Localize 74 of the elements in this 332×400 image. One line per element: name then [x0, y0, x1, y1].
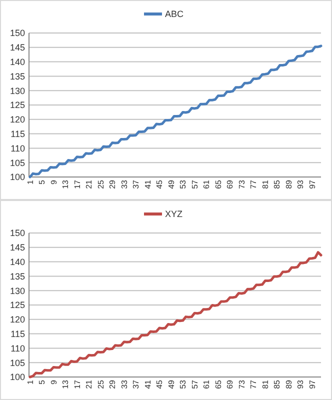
x-tick-label: 89 — [284, 379, 294, 389]
x-tick-label: 53 — [178, 179, 188, 189]
x-tick-label: 85 — [272, 379, 282, 389]
x-tick-label: 69 — [226, 379, 235, 389]
x-tick-label: 5 — [38, 379, 47, 384]
x-tick-label: 33 — [120, 379, 129, 389]
x-tick-label: 13 — [61, 379, 70, 389]
x-tick-label: 29 — [108, 179, 118, 189]
y-tick-label: 125 — [10, 100, 25, 110]
x-tick-label: 21 — [84, 179, 94, 189]
x-tick-label: 97 — [308, 179, 317, 189]
x-tick-label: 73 — [237, 379, 246, 389]
x-tick-label: 37 — [132, 379, 141, 389]
x-tick-label: 29 — [108, 379, 118, 389]
x-tick-label: 93 — [296, 179, 306, 189]
y-tick-label: 145 — [10, 242, 25, 253]
x-tick-label: 49 — [166, 379, 176, 389]
x-tick-label: 41 — [143, 179, 152, 189]
y-tick-label: 120 — [10, 314, 25, 325]
y-tick-label: 150 — [10, 228, 25, 238]
x-tick-label: 77 — [249, 179, 258, 189]
y-tick-label: 130 — [10, 86, 25, 96]
y-tick-label: 110 — [10, 143, 25, 154]
x-tick-label: 5 — [38, 179, 47, 184]
y-tick-label: 135 — [10, 271, 25, 282]
x-tick-label: 61 — [202, 379, 212, 389]
y-tick-label: 115 — [10, 128, 25, 139]
x-tick-label: 33 — [120, 179, 129, 189]
x-tick-label: 45 — [155, 179, 164, 189]
x-tick-label: 25 — [96, 179, 106, 189]
y-tick-label: 105 — [10, 358, 25, 368]
y-tick-label: 140 — [10, 256, 25, 267]
y-tick-label: 140 — [10, 56, 25, 67]
y-tick-label: 100 — [10, 372, 25, 382]
x-tick-label: 37 — [132, 179, 141, 189]
x-tick-label: 13 — [61, 179, 70, 189]
x-tick-label: 85 — [272, 179, 282, 189]
y-tick-label: 145 — [10, 42, 25, 53]
x-tick-label: 81 — [260, 179, 270, 189]
x-tick-label: 21 — [84, 379, 94, 389]
x-tick-label: 57 — [190, 379, 200, 389]
y-tick-label: 150 — [10, 28, 25, 38]
x-tick-label: 9 — [49, 379, 58, 384]
y-tick-label: 130 — [10, 286, 25, 296]
x-tick-label: 97 — [308, 379, 317, 389]
x-tick-label: 25 — [96, 379, 106, 389]
x-tick-label: 1 — [26, 179, 35, 184]
y-tick-label: 115 — [10, 328, 25, 339]
x-tick-label: 17 — [72, 179, 82, 189]
x-tick-label: 65 — [214, 179, 223, 189]
x-tick-label: 17 — [72, 379, 82, 389]
x-tick-label: 69 — [226, 179, 235, 189]
x-tick-label: 49 — [166, 179, 176, 189]
y-tick-label: 100 — [10, 172, 25, 182]
y-tick-label: 125 — [10, 300, 25, 310]
x-tick-label: 65 — [214, 379, 223, 389]
x-tick-label: 73 — [237, 179, 246, 189]
x-tick-label: 93 — [296, 379, 306, 389]
legend-label: XYZ — [165, 209, 184, 220]
x-tick-label: 9 — [49, 179, 58, 184]
y-tick-label: 135 — [10, 71, 25, 82]
legend-label: ABC — [165, 9, 184, 20]
x-tick-label: 45 — [155, 379, 164, 389]
y-tick-label: 120 — [10, 114, 25, 125]
x-tick-label: 61 — [202, 179, 212, 189]
y-tick-label: 105 — [10, 158, 25, 168]
x-tick-label: 77 — [249, 379, 258, 389]
x-tick-label: 57 — [190, 179, 200, 189]
x-tick-label: 41 — [143, 379, 152, 389]
x-tick-label: 53 — [178, 379, 188, 389]
x-tick-label: 1 — [26, 379, 35, 384]
x-tick-label: 81 — [260, 379, 270, 389]
x-tick-label: 89 — [284, 179, 294, 189]
y-tick-label: 110 — [10, 343, 25, 354]
